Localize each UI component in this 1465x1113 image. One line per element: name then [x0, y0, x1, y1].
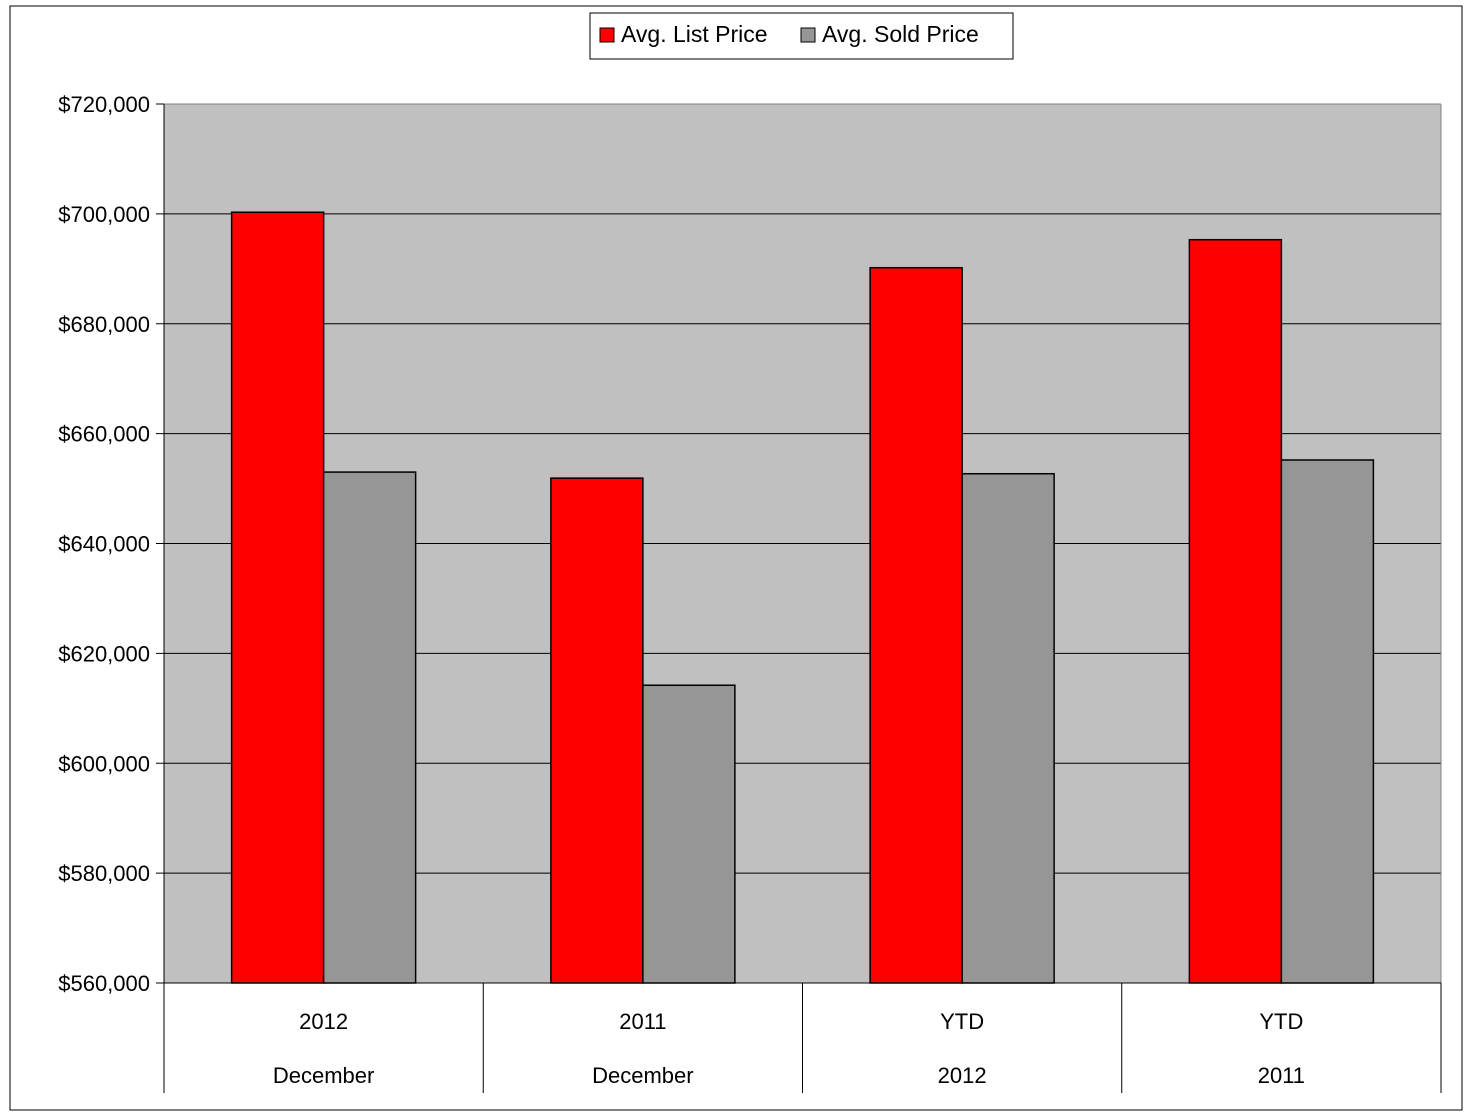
x-tick-label: 2012 [299, 1009, 348, 1034]
legend-swatch [800, 27, 816, 43]
x-group-label: December [273, 1063, 374, 1088]
y-tick-label: $640,000 [58, 532, 150, 557]
bar [961, 472, 1055, 984]
legend: Avg. List Price Avg. Sold Price [589, 12, 1014, 60]
y-tick-label: $680,000 [58, 312, 150, 337]
y-tick-label: $560,000 [58, 971, 150, 996]
legend-label: Avg. List Price [621, 21, 768, 47]
bar [869, 266, 963, 984]
y-tick-label: $580,000 [58, 861, 150, 886]
y-tick-label: $660,000 [58, 422, 150, 447]
y-tick-label: $700,000 [58, 202, 150, 227]
x-group-label: 2011 [1258, 1063, 1305, 1088]
y-tick-label: $620,000 [58, 641, 150, 666]
x-tick-label: YTD [940, 1009, 984, 1034]
legend-label: Avg. Sold Price [822, 21, 979, 47]
bar [322, 471, 417, 984]
y-tick-label: $600,000 [58, 751, 150, 776]
x-tick-label: 2011 [619, 1009, 666, 1034]
plot-area: $560,000 $580,000 $600,000 $620,000 $640,000… [58, 92, 1442, 1093]
bar [642, 684, 736, 984]
bar [1188, 238, 1283, 984]
bar [1280, 459, 1375, 984]
x-group-label: December [592, 1063, 693, 1088]
legend-swatch [599, 27, 615, 43]
y-tick-label: $720,000 [58, 92, 150, 117]
bar [550, 477, 644, 984]
bar [230, 211, 325, 984]
x-tick-label: YTD [1259, 1009, 1303, 1034]
x-group-label: 2012 [938, 1063, 987, 1088]
